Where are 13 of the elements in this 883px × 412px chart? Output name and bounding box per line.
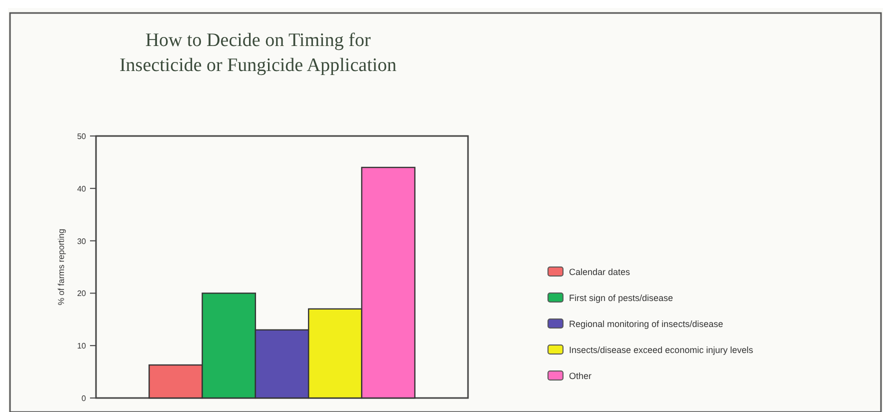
legend-label: Insects/disease exceed economic injury levels — [569, 345, 754, 355]
legend-label: First sign of pests/disease — [569, 293, 674, 303]
legend-label: Regional monitoring of insects/disease — [569, 319, 724, 329]
y-tick-label: 10 — [77, 342, 87, 351]
y-tick-label: 50 — [77, 132, 87, 141]
chart-title: How to Decide on Timing for Insecticide or Fungicide Application — [119, 30, 398, 76]
y-axis-title: % of farms reporting — [56, 228, 66, 306]
y-tick-label: 0 — [82, 394, 87, 403]
legend-label: Calendar dates — [569, 267, 631, 277]
legend-label: Other — [569, 371, 592, 381]
y-tick-label: 40 — [77, 184, 87, 194]
y-tick-label: 20 — [77, 289, 87, 298]
y-tick-label: 30 — [77, 236, 87, 246]
